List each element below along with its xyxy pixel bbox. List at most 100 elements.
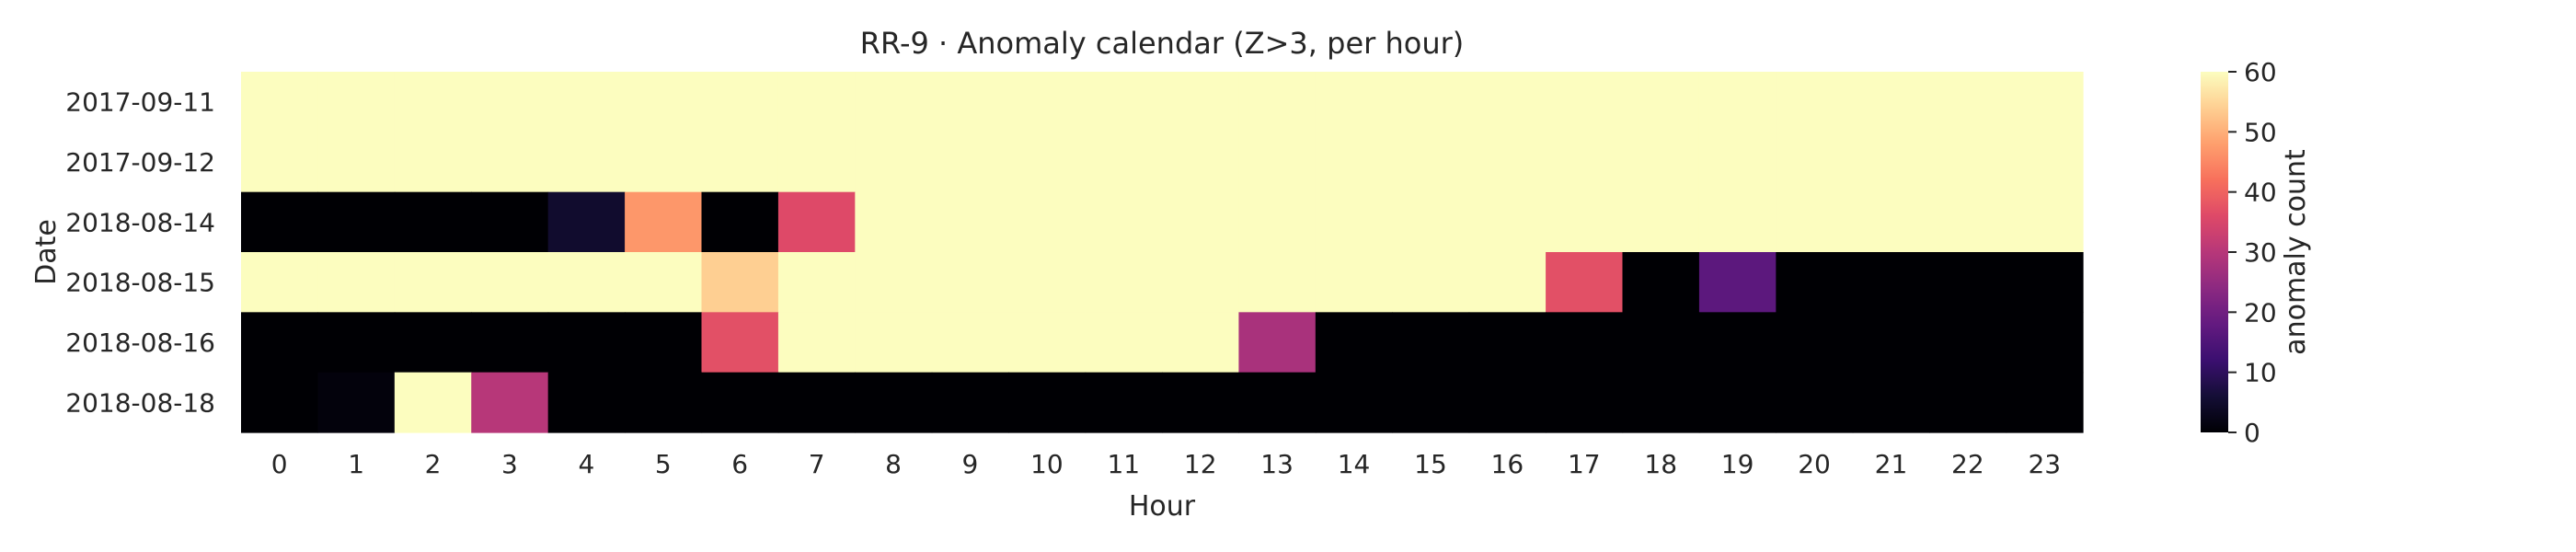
heatmap-cell (701, 191, 779, 253)
heatmap-cell (394, 312, 472, 374)
heatmap-cell (2006, 312, 2084, 374)
heatmap-cell (777, 191, 856, 253)
heatmap-cell (1929, 312, 2007, 374)
heatmap-cell (317, 191, 396, 253)
heatmap-cell (547, 372, 626, 433)
heatmap-cell (241, 312, 319, 374)
heatmap-cell (1392, 191, 1470, 253)
heatmap-cell (471, 312, 549, 374)
heatmap-cell (1008, 252, 1087, 313)
x-tick-label: 21 (1875, 449, 1908, 479)
heatmap-cell (1776, 191, 1854, 253)
heatmap-cell (625, 191, 703, 253)
heatmap-cell (1315, 252, 1393, 313)
heatmap-cell (1162, 132, 1240, 193)
colorbar-label: anomaly count (2280, 149, 2312, 355)
x-tick-label: 22 (1951, 449, 1984, 479)
heatmap-cell (317, 372, 396, 433)
heatmap-cell (931, 191, 1009, 253)
heatmap-cell (701, 72, 779, 132)
heatmap-cell (1929, 132, 2007, 193)
x-tick-label: 0 (271, 449, 288, 479)
heatmap-cell (1315, 132, 1393, 193)
heatmap-cell (701, 372, 779, 433)
y-tick-label: 2017-09-11 (65, 87, 215, 118)
heatmap-cell (1776, 72, 1854, 132)
heatmap-cell (1546, 252, 1624, 313)
heatmap-cell (1776, 372, 1854, 433)
x-tick-label: 16 (1491, 449, 1524, 479)
heatmap-cell (1085, 312, 1163, 374)
heatmap-cell (317, 312, 396, 374)
colorbar-tick-label: 10 (2244, 358, 2277, 388)
heatmap-cell (1392, 312, 1470, 374)
heatmap-cell (1776, 312, 1854, 374)
chart-title: RR-9 · Anomaly calendar (Z>3, per hour) (860, 26, 1464, 61)
heatmap-cell (241, 132, 319, 193)
heatmap-cell (855, 252, 933, 313)
heatmap-cell (1468, 72, 1547, 132)
heatmap-cell (777, 132, 856, 193)
heatmap-cell (1085, 132, 1163, 193)
heatmap-cell (931, 312, 1009, 374)
heatmap-cell (625, 72, 703, 132)
y-tick-labels: 2017-09-11 2017-09-12 2018-08-14 2018-08-15… (65, 87, 215, 419)
y-tick-label: 2018-08-14 (65, 207, 215, 237)
heatmap-cell (777, 252, 856, 313)
heatmap-cell (394, 191, 472, 253)
heatmap-cell (1698, 372, 1777, 433)
heatmap-cell (1392, 72, 1470, 132)
heatmap-cell (1698, 132, 1777, 193)
heatmap-cell (1852, 191, 1930, 253)
x-tick-label: 10 (1030, 449, 1064, 479)
heatmap-cell (1162, 72, 1240, 132)
colorbar-tick-label: 30 (2244, 237, 2277, 268)
x-tick-label: 11 (1107, 449, 1140, 479)
heatmap-cell (1622, 72, 1700, 132)
heatmap-cell (394, 132, 472, 193)
x-tick-label: 4 (578, 449, 594, 479)
heatmap-cell (471, 191, 549, 253)
heatmap-cell (1238, 312, 1317, 374)
colorbar-ticks: 0 10 20 30 40 50 60 (2228, 57, 2277, 448)
heatmap-cell (2006, 372, 2084, 433)
heatmap-cell (701, 252, 779, 313)
heatmap-cell (471, 132, 549, 193)
x-tick-label: 7 (809, 449, 825, 479)
heatmap-cell (1468, 312, 1547, 374)
heatmap-cell (931, 252, 1009, 313)
heatmap-cell (1162, 312, 1240, 374)
heatmap-cell (1008, 132, 1087, 193)
heatmap-cell (1162, 252, 1240, 313)
y-tick-label: 2018-08-15 (65, 268, 215, 298)
x-tick-label: 12 (1184, 449, 1217, 479)
heatmap-cell (1315, 191, 1393, 253)
heatmap-cell (625, 372, 703, 433)
heatmap-cell (1776, 132, 1854, 193)
heatmap-cell (1008, 191, 1087, 253)
heatmap-cell (1622, 312, 1700, 374)
heatmap-cell (1546, 312, 1624, 374)
heatmap-cell (1392, 132, 1470, 193)
heatmap-cell (241, 252, 319, 313)
heatmap-cell (241, 372, 319, 433)
heatmap-cell (1852, 252, 1930, 313)
heatmap-cell (855, 72, 933, 132)
heatmap-cell (1929, 191, 2007, 253)
x-tick-label: 5 (655, 449, 672, 479)
heatmap-cell (1622, 372, 1700, 433)
heatmap-cell (1852, 372, 1930, 433)
heatmap-cell (471, 252, 549, 313)
x-tick-label: 14 (1338, 449, 1371, 479)
heatmap-cell (1622, 132, 1700, 193)
x-tick-label: 18 (1644, 449, 1677, 479)
heatmap-cell (1162, 191, 1240, 253)
heatmap-cell (625, 252, 703, 313)
heatmap-cell (855, 372, 933, 433)
heatmap-cell (1468, 132, 1547, 193)
heatmap-cell (701, 132, 779, 193)
x-tick-label: 1 (348, 449, 364, 479)
heatmap-cell (1008, 72, 1087, 132)
heatmap-cell (394, 72, 472, 132)
